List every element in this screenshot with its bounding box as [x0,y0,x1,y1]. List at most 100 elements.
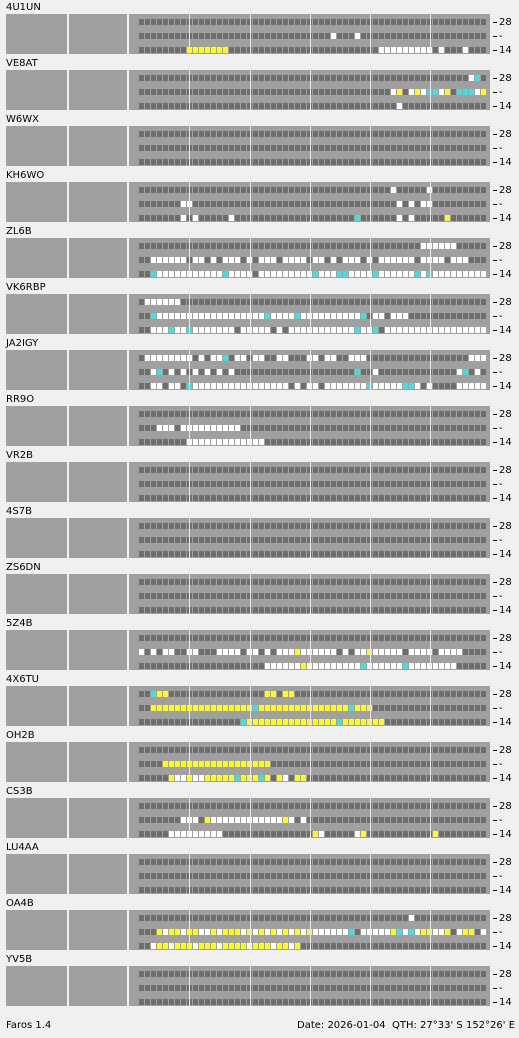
signal-cell [463,201,468,207]
signal-cell [355,19,360,25]
signal-cell [217,985,222,991]
signal-cell [163,75,168,81]
signal-cell [397,89,402,95]
signal-cell [373,131,378,137]
signal-cell [211,593,216,599]
signal-cell [181,607,186,613]
signal-cell [451,187,456,193]
signal-cell [331,705,336,711]
signal-cell [457,89,462,95]
signal-cell [145,131,150,137]
band-row [139,33,486,39]
signal-cell [469,747,474,753]
signal-cell [199,649,204,655]
signal-cell [463,33,468,39]
signal-cell [139,915,144,921]
signal-cell [385,33,390,39]
signal-cell [463,649,468,655]
signal-cell [439,803,444,809]
signal-cell [391,635,396,641]
signal-cell [313,243,318,249]
signal-cell [151,425,156,431]
signal-cell [175,425,180,431]
signal-cell [367,355,372,361]
signal-cell [319,439,324,445]
time-gridline [189,126,190,166]
signal-cell [289,691,294,697]
signal-cell [361,691,366,697]
signal-cell [403,551,408,557]
signal-cell [169,481,174,487]
signal-cell [289,719,294,725]
signal-cell [307,551,312,557]
signal-cell [193,159,198,165]
signal-cell [391,971,396,977]
signal-cell [265,215,270,221]
signal-cell [289,775,294,781]
signal-cell [391,47,396,53]
band-axis: 28-14 [492,518,519,560]
signal-cell [463,551,468,557]
signal-cell [277,159,282,165]
signal-cell [259,635,264,641]
band-row [139,425,486,431]
signal-cell [175,523,180,529]
signal-cell [403,747,408,753]
signal-cell [451,215,456,221]
signal-cell [277,551,282,557]
signal-cell [193,257,198,263]
signal-cell [367,831,372,837]
signal-cell [211,355,216,361]
signal-cell [463,985,468,991]
signal-cell [259,439,264,445]
axis-label-28: 28 [499,409,512,420]
signal-cell [421,607,426,613]
signal-cell [415,635,420,641]
signal-cell [271,607,276,613]
signal-cell [277,313,282,319]
signal-cell [403,313,408,319]
signal-cell [217,593,222,599]
signal-cell [337,369,342,375]
signal-cell [205,159,210,165]
signal-cell [175,257,180,263]
signal-cell [211,607,216,613]
signal-cell [229,929,234,935]
signal-cell [331,747,336,753]
signal-cell [307,369,312,375]
signal-cell [319,775,324,781]
signal-cell [451,327,456,333]
signal-cell [175,439,180,445]
signal-cell [157,47,162,53]
signal-cell [277,131,282,137]
band-row [139,89,486,95]
signal-cell [379,33,384,39]
signal-cell [211,831,216,837]
station-info-panel [6,910,67,950]
signal-cell [217,159,222,165]
signal-cell [319,327,324,333]
signal-cell [283,103,288,109]
signal-cell [331,47,336,53]
signal-cell [427,887,432,893]
signal-cell [385,47,390,53]
station-map-panel [69,70,127,110]
signal-cell [457,761,462,767]
signal-cell [319,411,324,417]
axis-label-28: 28 [499,745,512,756]
signal-cell [433,467,438,473]
time-gridline [430,294,431,334]
signal-cell [175,89,180,95]
signal-cell [199,467,204,473]
signal-cell [253,943,258,949]
signal-cell [463,705,468,711]
signal-cell [409,971,414,977]
signal-cell [157,215,162,221]
propagation-grid [129,462,490,502]
signal-cell [253,593,258,599]
signal-cell [451,915,456,921]
signal-cell [415,383,420,389]
signal-cell [391,495,396,501]
signal-cell [223,999,228,1005]
signal-cell [469,439,474,445]
